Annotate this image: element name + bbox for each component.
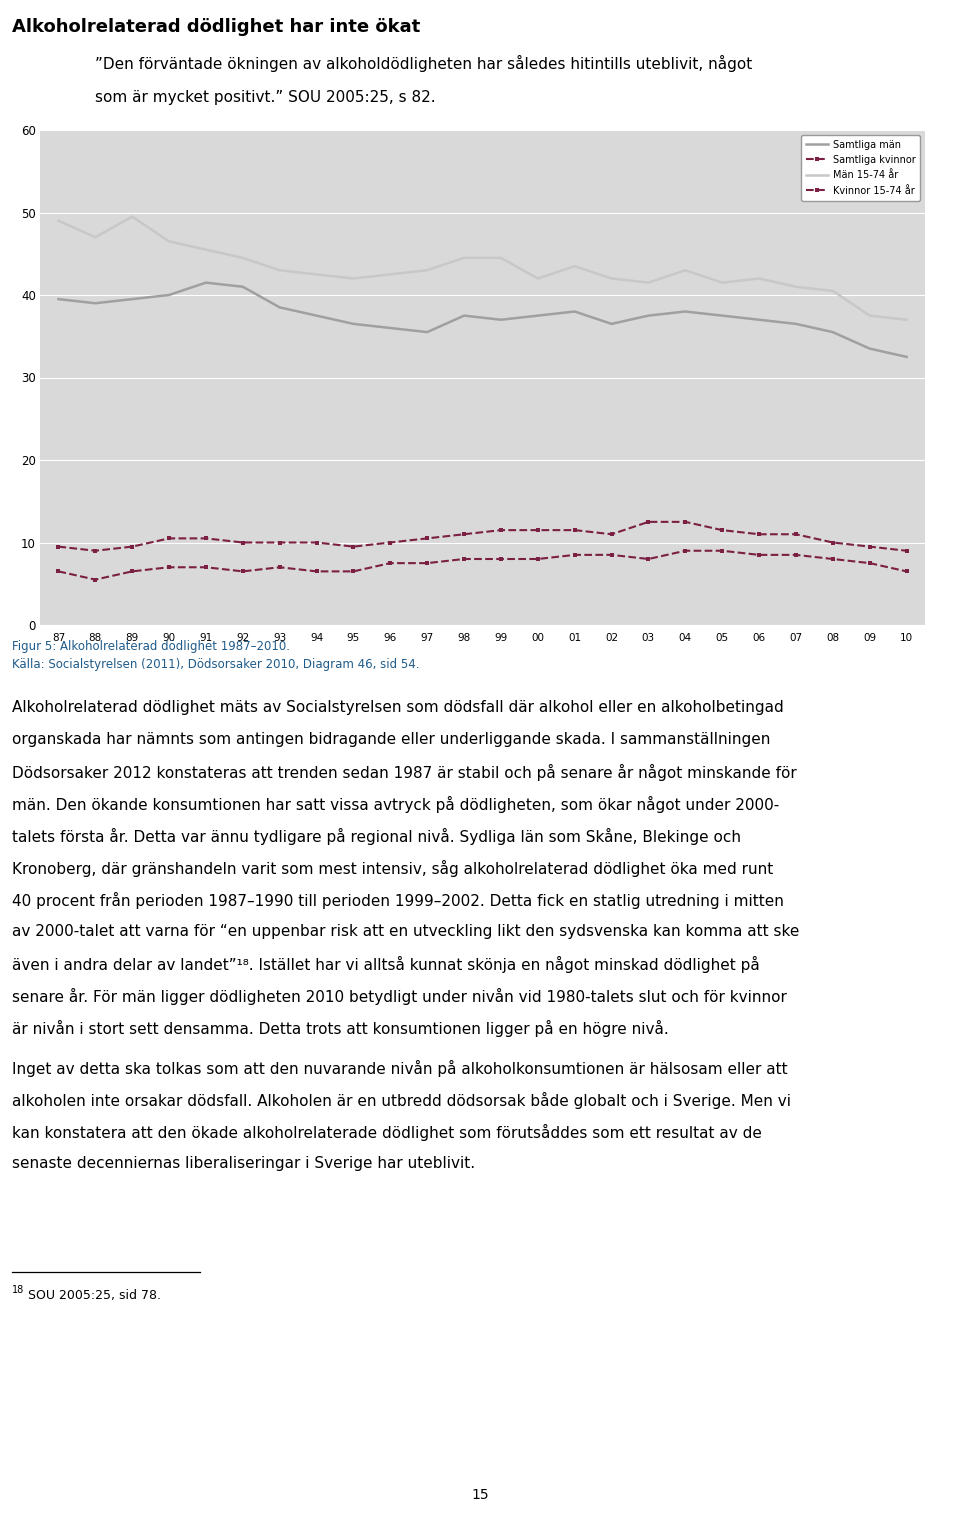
Text: ”Den förväntade ökningen av alkoholdödligheten har således hitintills uteblivit,: ”Den förväntade ökningen av alkoholdödli… xyxy=(95,55,753,73)
Text: Dödsorsaker 2012 konstateras att trenden sedan 1987 är stabil och på senare år n: Dödsorsaker 2012 konstateras att trenden… xyxy=(12,765,797,781)
Text: av 2000-talet att varna för “en uppenbar risk att en utveckling likt den sydsven: av 2000-talet att varna för “en uppenbar… xyxy=(12,924,800,939)
Legend: Samtliga män, Samtliga kvinnor, Män 15-74 år, Kvinnor 15-74 år: Samtliga män, Samtliga kvinnor, Män 15-7… xyxy=(802,135,920,201)
Text: Alkoholrelaterad dödlighet har inte ökat: Alkoholrelaterad dödlighet har inte ökat xyxy=(12,18,420,36)
Text: 40 procent från perioden 1987–1990 till perioden 1999–2002. Detta fick en statli: 40 procent från perioden 1987–1990 till … xyxy=(12,892,784,908)
Text: Alkoholrelaterad dödlighet mäts av Socialstyrelsen som dödsfall där alkohol elle: Alkoholrelaterad dödlighet mäts av Socia… xyxy=(12,699,783,715)
Text: SOU 2005:25, sid 78.: SOU 2005:25, sid 78. xyxy=(28,1288,161,1302)
Text: 18: 18 xyxy=(12,1285,24,1294)
Text: organskada har nämnts som antingen bidragande eller underliggande skada. I samma: organskada har nämnts som antingen bidra… xyxy=(12,731,770,746)
Text: Källa: Socialstyrelsen (2011), Dödsorsaker 2010, Diagram 46, sid 54.: Källa: Socialstyrelsen (2011), Dödsorsak… xyxy=(12,659,420,671)
Text: senaste decenniernas liberaliseringar i Sverige har uteblivit.: senaste decenniernas liberaliseringar i … xyxy=(12,1157,475,1170)
Text: 15: 15 xyxy=(471,1488,489,1502)
Text: Figur 5: Alkoholrelaterad dödlighet 1987–2010.: Figur 5: Alkoholrelaterad dödlighet 1987… xyxy=(12,640,290,653)
Text: män. Den ökande konsumtionen har satt vissa avtryck på dödligheten, som ökar någ: män. Den ökande konsumtionen har satt vi… xyxy=(12,796,780,813)
Text: som är mycket positivt.” SOU 2005:25, s 82.: som är mycket positivt.” SOU 2005:25, s … xyxy=(95,89,436,104)
Text: Kronoberg, där gränshandeln varit som mest intensiv, såg alkoholrelaterad dödlig: Kronoberg, där gränshandeln varit som me… xyxy=(12,860,773,877)
Text: talets första år. Detta var ännu tydligare på regional nivå. Sydliga län som Skå: talets första år. Detta var ännu tydliga… xyxy=(12,828,741,845)
Text: kan konstatera att den ökade alkoholrelaterade dödlighet som förutsåddes som ett: kan konstatera att den ökade alkoholrela… xyxy=(12,1123,762,1142)
Text: alkoholen inte orsakar dödsfall. Alkoholen är en utbredd dödsorsak både globalt : alkoholen inte orsakar dödsfall. Alkohol… xyxy=(12,1092,791,1110)
Text: senare år. För män ligger dödligheten 2010 betydligt under nivån vid 1980-talets: senare år. För män ligger dödligheten 20… xyxy=(12,989,787,1005)
Text: är nivån i stort sett densamma. Detta trots att konsumtionen ligger på en högre : är nivån i stort sett densamma. Detta tr… xyxy=(12,1020,669,1037)
Text: även i andra delar av landet”¹⁸. Istället har vi alltså kunnat skönja en något m: även i andra delar av landet”¹⁸. Iställe… xyxy=(12,955,759,974)
Text: Inget av detta ska tolkas som att den nuvarande nivån på alkoholkonsumtionen är : Inget av detta ska tolkas som att den nu… xyxy=(12,1060,787,1076)
